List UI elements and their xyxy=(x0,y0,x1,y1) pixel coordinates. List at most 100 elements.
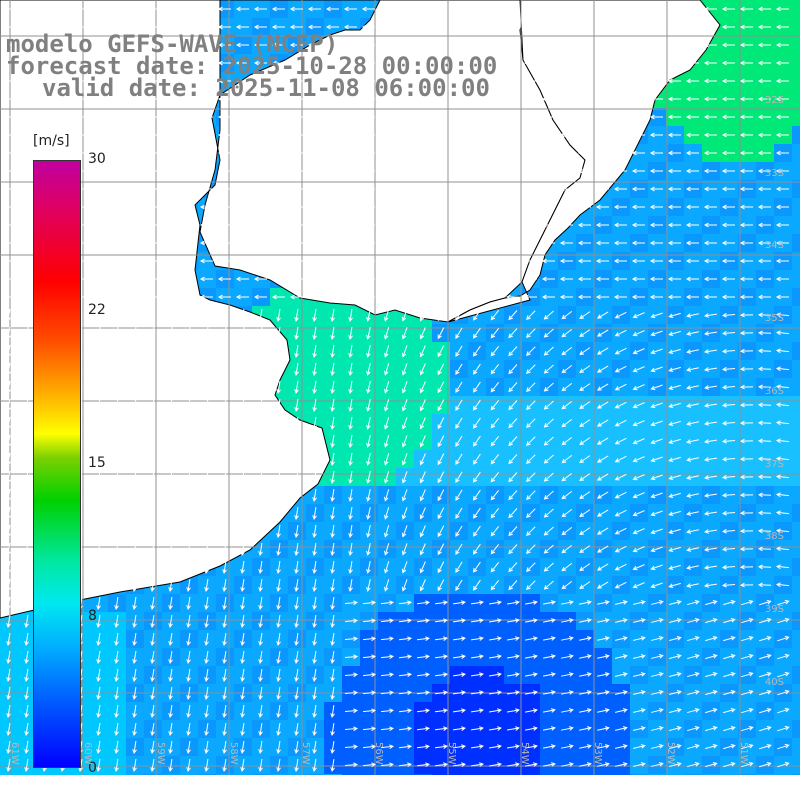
arrow-icon xyxy=(168,524,173,538)
arrow-icon xyxy=(294,398,299,412)
arrow-icon xyxy=(240,632,245,646)
arrow-icon xyxy=(325,168,339,174)
arrow-icon xyxy=(361,258,375,264)
arrow-icon xyxy=(721,258,735,264)
arrow-icon xyxy=(631,42,645,48)
arrow-icon xyxy=(199,114,213,120)
arrow-icon xyxy=(455,363,463,376)
arrow-icon xyxy=(685,276,699,282)
arrow-icon xyxy=(455,579,463,592)
arrow-icon xyxy=(452,762,466,767)
arrow-icon xyxy=(330,668,335,682)
arrow-icon xyxy=(258,398,263,412)
arrow-icon xyxy=(222,470,227,484)
arrow-icon xyxy=(596,491,609,499)
arrow-icon xyxy=(437,327,445,340)
arrow-icon xyxy=(127,42,141,48)
arrow-icon xyxy=(526,526,536,536)
arrow-icon xyxy=(721,114,735,120)
arrow-icon xyxy=(361,60,375,66)
arrow-icon xyxy=(775,348,790,354)
arrow-icon xyxy=(397,60,411,66)
arrow-icon xyxy=(596,563,609,571)
arrow-icon xyxy=(366,525,371,538)
arrow-icon xyxy=(723,689,736,696)
arrow-icon xyxy=(523,150,537,156)
wind-cell xyxy=(792,774,800,775)
arrow-icon xyxy=(276,488,281,502)
arrow-icon xyxy=(615,726,628,731)
arrow-icon xyxy=(723,653,736,660)
arrow-icon xyxy=(132,560,137,574)
arrow-icon xyxy=(543,346,554,356)
arrow-icon xyxy=(613,96,627,102)
arrow-icon xyxy=(186,614,191,628)
arrow-icon xyxy=(651,636,664,641)
arrow-icon xyxy=(6,470,11,484)
arrow-icon xyxy=(344,762,359,768)
arrow-icon xyxy=(6,362,11,376)
arrow-icon xyxy=(723,761,736,768)
arrow-icon xyxy=(757,492,772,498)
arrow-icon xyxy=(523,24,537,30)
arrow-icon xyxy=(24,578,29,592)
arrow-icon xyxy=(577,96,591,102)
arrow-icon xyxy=(488,726,502,731)
lon-label: 51W xyxy=(738,742,749,765)
wind-cell xyxy=(792,90,800,108)
arrow-icon xyxy=(361,204,375,210)
arrow-icon xyxy=(222,686,227,700)
arrow-icon xyxy=(379,240,393,246)
arrow-icon xyxy=(348,308,353,322)
arrow-icon xyxy=(505,294,519,300)
arrow-icon xyxy=(685,186,699,192)
arrow-icon xyxy=(741,707,754,714)
arrow-icon xyxy=(685,204,699,210)
arrow-icon xyxy=(294,488,299,502)
arrow-icon xyxy=(597,690,610,695)
arrow-icon xyxy=(455,453,463,466)
arrow-icon xyxy=(91,60,105,66)
arrow-icon xyxy=(577,24,591,30)
arrow-icon xyxy=(401,381,408,394)
arrow-icon xyxy=(362,672,377,678)
arrow-icon xyxy=(401,327,408,340)
arrow-icon xyxy=(6,488,11,502)
arrow-icon xyxy=(561,364,573,374)
arrow-icon xyxy=(686,439,699,444)
arrow-icon xyxy=(757,60,771,66)
arrow-icon xyxy=(596,437,609,445)
arrow-icon xyxy=(507,618,520,623)
arrow-icon xyxy=(559,276,573,282)
arrow-icon xyxy=(597,618,610,623)
arrow-icon xyxy=(380,600,395,606)
arrow-icon xyxy=(488,672,502,677)
arrow-icon xyxy=(150,758,155,772)
lat-label: 40S xyxy=(764,677,784,688)
arrow-icon xyxy=(344,672,359,678)
arrow-icon xyxy=(721,276,735,282)
arrow-icon xyxy=(632,564,645,571)
arrow-icon xyxy=(348,560,353,574)
arrow-icon xyxy=(541,6,555,12)
arrow-icon xyxy=(199,276,213,282)
arrow-icon xyxy=(613,240,627,246)
arrow-icon xyxy=(595,132,609,138)
arrow-icon xyxy=(739,132,753,138)
arrow-icon xyxy=(1,240,15,246)
valid-date: valid date: 2025-11-08 06:00:00 xyxy=(42,74,490,102)
arrow-icon xyxy=(1,78,15,84)
arrow-icon xyxy=(258,650,263,664)
arrow-icon xyxy=(721,24,735,30)
arrow-icon xyxy=(258,524,263,538)
arrow-icon xyxy=(240,668,245,682)
arrow-icon xyxy=(649,24,663,30)
lon-label: 58W xyxy=(228,742,239,765)
arrow-icon xyxy=(348,398,353,412)
arrow-icon xyxy=(488,618,502,623)
arrow-icon xyxy=(490,309,500,321)
arrow-icon xyxy=(757,546,772,552)
arrow-icon xyxy=(741,743,754,750)
arrow-icon xyxy=(294,722,299,736)
arrow-icon xyxy=(186,452,191,466)
